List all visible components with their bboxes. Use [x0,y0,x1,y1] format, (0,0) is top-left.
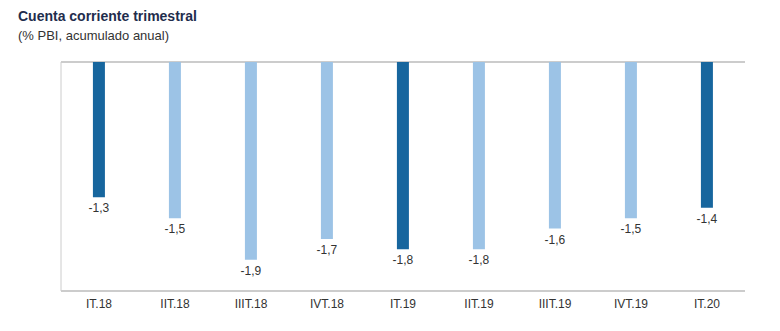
html-text:(% PBI, acumulado anual): (% PBI, acumulado anual) [18,28,169,43]
svg-text:IVT.18: IVT.18 [310,297,344,311]
svg-text:IIIT.19: IIIT.19 [539,297,572,311]
svg-text:IT.19: IT.19 [390,297,416,311]
svg-text:IT.20: IT.20 [694,297,720,311]
svg-text:IIT.19: IIT.19 [464,297,494,311]
svg-text:IIT.18: IIT.18 [160,297,190,311]
svg-text:IT.18: IT.18 [86,297,112,311]
svg-text:-1,7: -1,7 [317,243,338,257]
svg-text:-1,4: -1,4 [697,212,718,226]
svg-text:IIIT.18: IIIT.18 [235,297,268,311]
svg-text:-1,8: -1,8 [393,253,414,267]
svg-text:-1,5: -1,5 [621,222,642,236]
svg-text:IVT.19: IVT.19 [614,297,648,311]
svg-text:-1,6: -1,6 [545,233,566,247]
svg-text:-1,3: -1,3 [89,201,110,215]
svg-text:-1,8: -1,8 [469,253,490,267]
svg-text:-1,5: -1,5 [165,222,186,236]
html-text:Cuenta corriente trimestral: Cuenta corriente trimestral [18,8,197,24]
svg-text:-1,9: -1,9 [241,264,262,278]
